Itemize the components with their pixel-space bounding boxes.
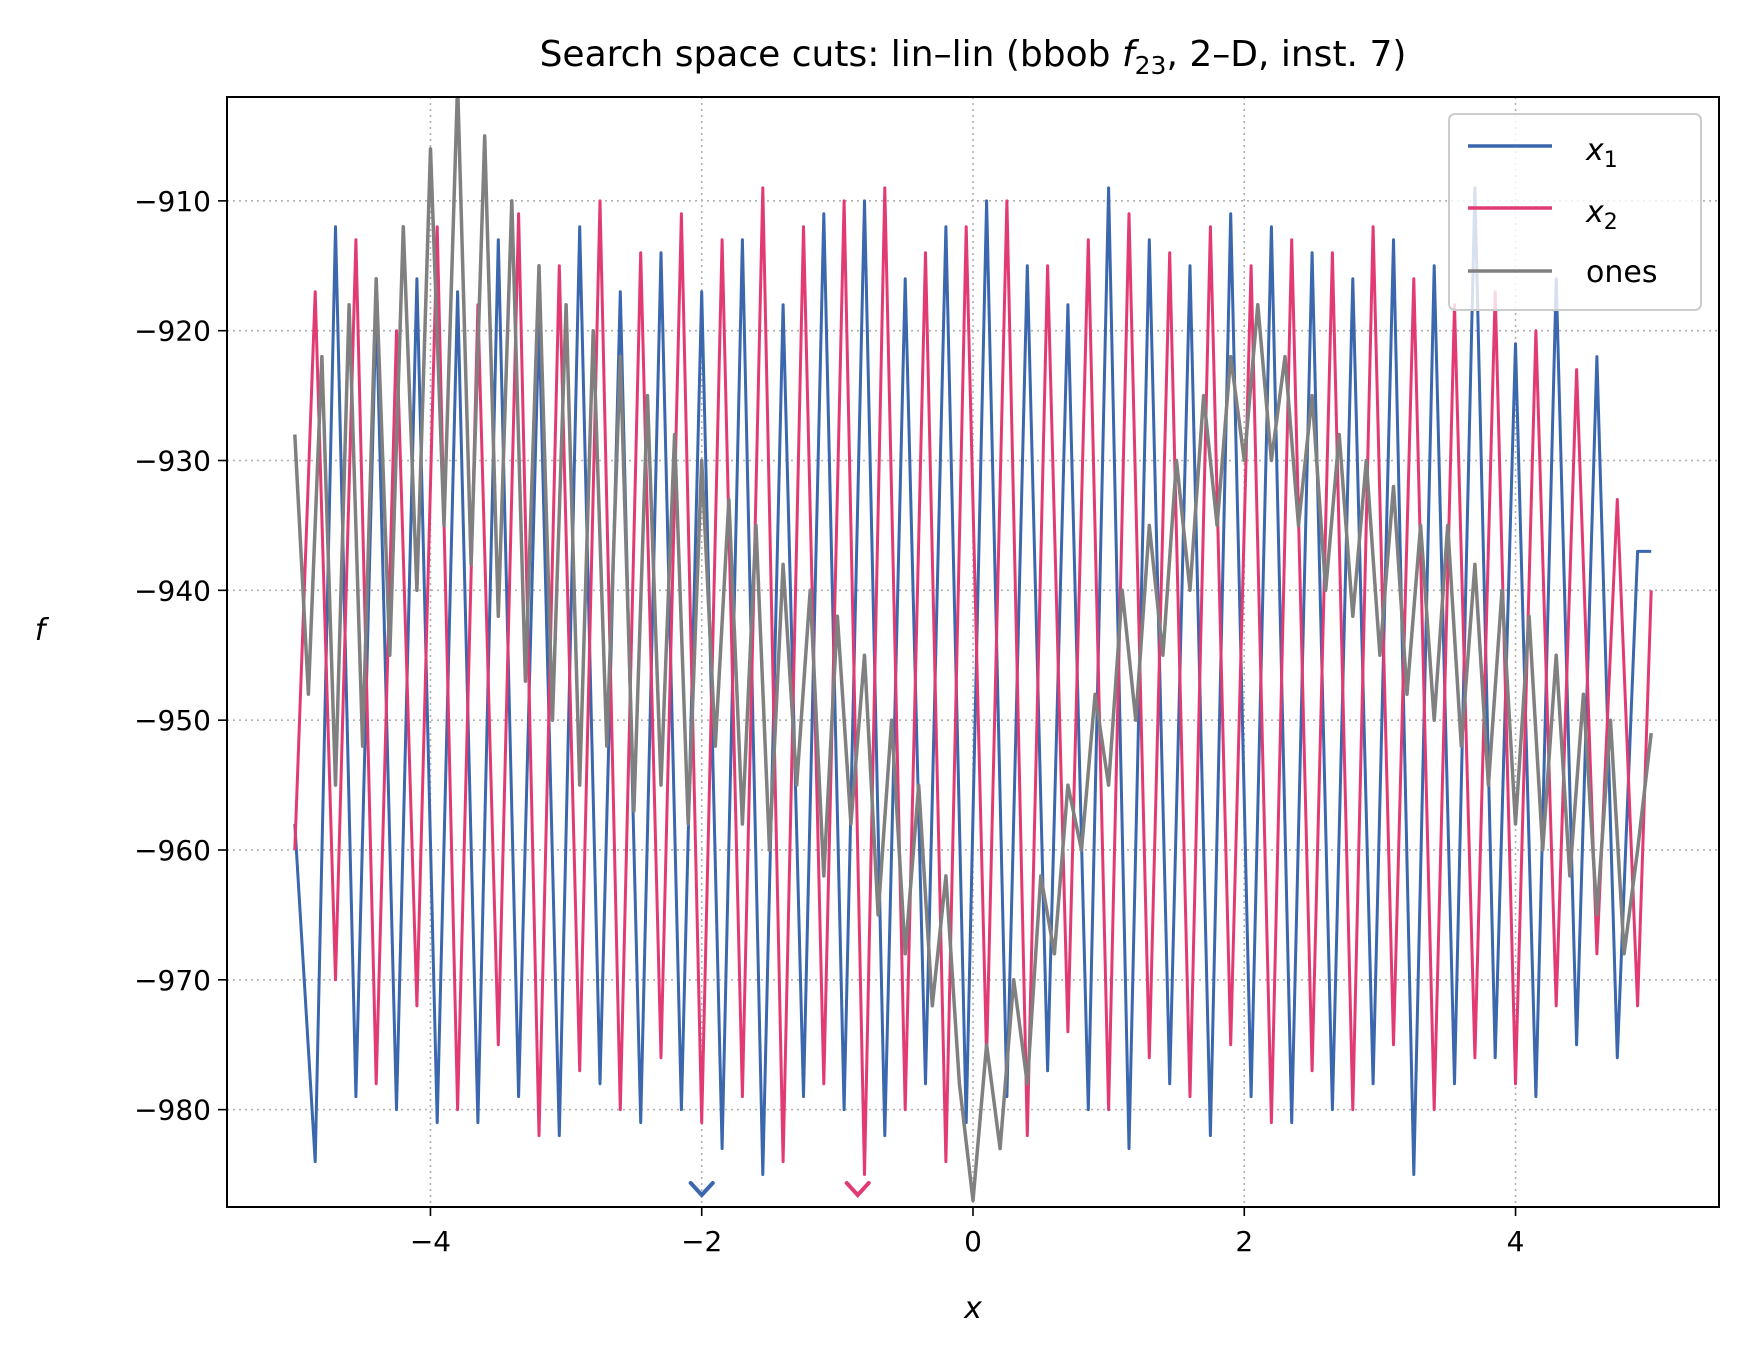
y-tick-label: −960: [134, 834, 211, 867]
y-tick-label: −910: [134, 185, 211, 218]
legend-label-ones: ones: [1586, 255, 1657, 290]
legend: x1 x2 ones: [1448, 113, 1702, 311]
y-tick-label: −970: [134, 964, 211, 997]
x-axis-label: x: [963, 1291, 982, 1326]
legend-label-x2: x2: [1585, 195, 1618, 235]
legend-label-x1: x1: [1585, 133, 1618, 173]
y-tick-label: −950: [134, 704, 211, 737]
y-tick-label: −930: [134, 445, 211, 478]
y-axis: −910 −920 −930 −940 −950 −960 −970 −980: [134, 185, 227, 1127]
series-line-x2: [293, 186, 1653, 1176]
series-line-ones: [293, 97, 1653, 1203]
x-tick-label: 2: [1235, 1225, 1253, 1258]
y-tick-label: −940: [134, 574, 211, 607]
x-tick-label: −2: [681, 1225, 722, 1258]
chart-title: Search space cuts: lin–lin (bbob f23, 2–…: [540, 34, 1407, 80]
marker-layer: [688, 1181, 871, 1198]
optimum-marker: [688, 1181, 715, 1198]
x-tick-label: 0: [964, 1225, 982, 1258]
x-tick-label: −4: [410, 1225, 451, 1258]
y-tick-label: −920: [134, 315, 211, 348]
series-layer: [293, 97, 1653, 1203]
legend-box: [1448, 113, 1702, 311]
x-axis: −4 −2 0 2 4: [410, 1207, 1525, 1258]
y-tick-label: −980: [134, 1094, 211, 1127]
x-tick-label: 4: [1507, 1225, 1525, 1258]
optimum-marker: [844, 1181, 871, 1198]
